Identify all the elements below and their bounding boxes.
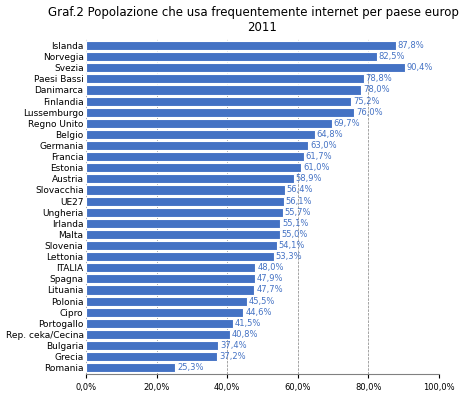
Bar	[86, 241, 276, 250]
Text: 90,4%: 90,4%	[406, 63, 432, 72]
Bar	[86, 352, 217, 361]
Text: 53,3%: 53,3%	[275, 252, 302, 261]
Bar	[86, 341, 218, 350]
Text: 87,8%: 87,8%	[397, 41, 423, 50]
Title: Graf.2 Popolazione che usa frequentemente internet per paese europeo,
2011: Graf.2 Popolazione che usa frequentement…	[48, 6, 459, 33]
Bar	[86, 108, 353, 117]
Bar	[86, 74, 363, 84]
Bar	[86, 185, 285, 195]
Bar	[86, 230, 280, 239]
Text: 55,1%: 55,1%	[282, 219, 308, 228]
Bar	[86, 252, 274, 261]
Bar	[86, 63, 404, 72]
Text: 64,8%: 64,8%	[316, 130, 342, 139]
Bar	[86, 297, 246, 306]
Text: 56,4%: 56,4%	[286, 185, 313, 195]
Bar	[86, 208, 282, 217]
Bar	[86, 363, 175, 372]
Bar	[86, 130, 314, 139]
Text: 44,6%: 44,6%	[245, 308, 271, 317]
Bar	[86, 330, 230, 339]
Bar	[86, 274, 255, 283]
Bar	[86, 119, 331, 128]
Bar	[86, 152, 303, 161]
Text: 47,7%: 47,7%	[256, 285, 282, 295]
Text: 61,0%: 61,0%	[302, 163, 329, 172]
Text: 48,0%: 48,0%	[257, 263, 283, 272]
Text: 25,3%: 25,3%	[177, 363, 203, 372]
Text: 55,7%: 55,7%	[284, 208, 310, 217]
Bar	[86, 97, 351, 105]
Text: 47,9%: 47,9%	[256, 274, 283, 283]
Text: 40,8%: 40,8%	[231, 330, 258, 339]
Text: 78,8%: 78,8%	[365, 74, 392, 84]
Text: 54,1%: 54,1%	[278, 241, 304, 250]
Bar	[86, 219, 280, 228]
Bar	[86, 86, 360, 95]
Bar	[86, 308, 243, 317]
Text: 61,7%: 61,7%	[305, 152, 331, 161]
Bar	[86, 141, 308, 150]
Text: 37,4%: 37,4%	[219, 341, 246, 350]
Text: 45,5%: 45,5%	[248, 297, 274, 306]
Text: 41,5%: 41,5%	[234, 319, 260, 328]
Text: 75,2%: 75,2%	[352, 97, 379, 105]
Bar	[86, 163, 301, 172]
Bar	[86, 285, 254, 295]
Text: 69,7%: 69,7%	[333, 119, 359, 128]
Text: 76,0%: 76,0%	[355, 108, 381, 117]
Text: 82,5%: 82,5%	[378, 52, 404, 61]
Bar	[86, 52, 376, 61]
Text: 37,2%: 37,2%	[218, 352, 245, 361]
Bar	[86, 197, 283, 206]
Text: 58,9%: 58,9%	[295, 174, 321, 183]
Bar	[86, 174, 293, 183]
Text: 78,0%: 78,0%	[362, 86, 389, 94]
Bar	[86, 263, 255, 272]
Text: 55,0%: 55,0%	[281, 230, 308, 239]
Text: 63,0%: 63,0%	[309, 141, 336, 150]
Bar	[86, 319, 232, 328]
Bar	[86, 41, 395, 50]
Text: 56,1%: 56,1%	[285, 197, 312, 206]
